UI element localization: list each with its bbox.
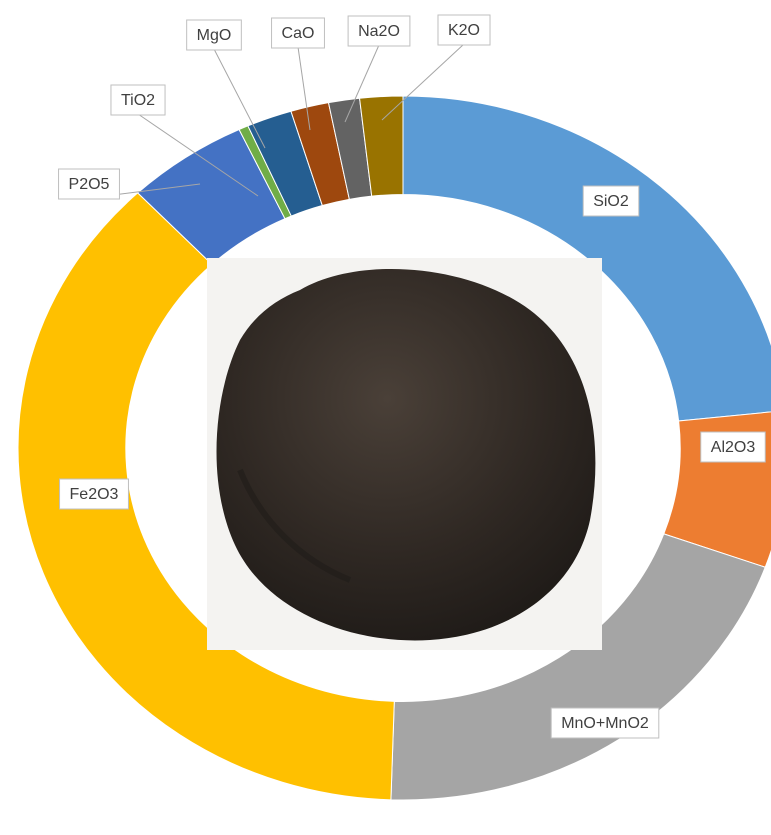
data-label: Fe2O3 (70, 486, 119, 503)
data-label: TiO2 (121, 92, 155, 109)
rock (216, 269, 595, 641)
photo (207, 258, 602, 650)
chart: SiO2 Al2O3 MnO+MnO2 Fe2O3 P2O5 TiO2 MgO CaO Na2O… (0, 0, 771, 835)
data-label: Al2O3 (711, 439, 756, 456)
data-label: CaO (282, 25, 315, 42)
data-label: MnO+MnO2 (561, 715, 649, 732)
data-label: SiO2 (593, 193, 629, 210)
data-label: K2O (448, 22, 480, 39)
data-label: MgO (197, 27, 232, 44)
data-label: Na2O (358, 23, 400, 40)
data-label: P2O5 (69, 176, 110, 193)
